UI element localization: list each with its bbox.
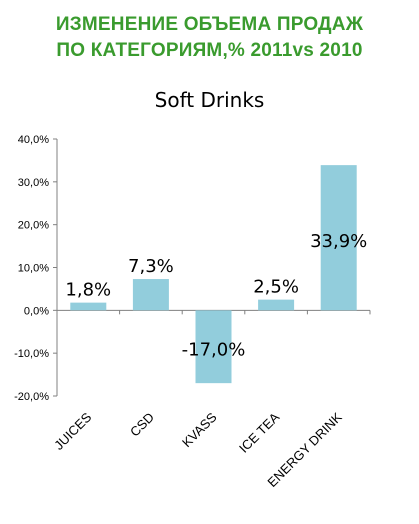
bar-csd xyxy=(132,279,169,311)
bar-energy-drink xyxy=(320,165,357,311)
y-tick-label: -10,0% xyxy=(14,348,49,360)
data-label: -17,0% xyxy=(182,339,246,360)
y-tick-label: 40,0% xyxy=(18,134,49,146)
bar-juices xyxy=(70,302,107,311)
category-label: ICE TEA xyxy=(236,409,282,455)
chart-title: Soft Drinks xyxy=(154,88,265,112)
y-tick-label: 30,0% xyxy=(18,177,49,189)
bar-kvass xyxy=(195,310,232,384)
data-label: 7,3% xyxy=(128,256,174,277)
y-tick-label: 10,0% xyxy=(18,263,49,275)
category-label: KVASS xyxy=(179,409,220,450)
y-tick-label: -20,0% xyxy=(14,391,49,403)
heading-line-2: ПО КАТЕГОРИЯМ,% 2011vs 2010 xyxy=(56,40,363,61)
y-tick-label: 20,0% xyxy=(18,220,49,232)
data-label: 1,8% xyxy=(65,280,111,301)
category-label: JUICES xyxy=(51,409,95,453)
bar-ice-tea xyxy=(258,299,295,311)
data-label: 33,9% xyxy=(310,231,367,252)
y-tick-label: 0,0% xyxy=(24,305,49,317)
data-label: 2,5% xyxy=(253,277,299,298)
category-label: CSD xyxy=(127,410,157,440)
heading-line-1: ИЗМЕНЕНИЕ ОБЪЕМА ПРОДАЖ xyxy=(55,14,364,35)
